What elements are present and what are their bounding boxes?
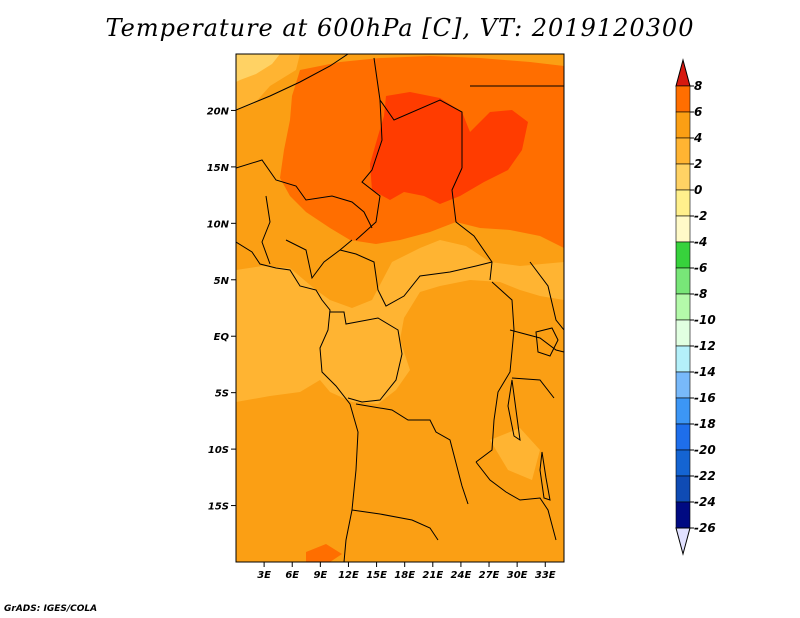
lat-tick-label: 15S <box>208 502 229 513</box>
border-congo <box>330 311 403 403</box>
colorbar-segment <box>675 293 691 321</box>
lon-tick-label: 9E <box>313 570 327 581</box>
country-borders <box>236 54 564 562</box>
contour-2-to-4-east <box>490 428 540 480</box>
border-niger-chad <box>355 99 383 241</box>
border-algeria-libya-niger <box>236 54 349 111</box>
colorbar-label: -8 <box>694 287 707 301</box>
colorbar-label: -18 <box>694 417 716 431</box>
border-nigeria <box>261 195 353 280</box>
plot-frame <box>235 53 565 563</box>
border-cameroon-car <box>339 249 493 307</box>
colorbar-label: 4 <box>693 131 702 145</box>
colorbar-segment <box>675 397 691 425</box>
colorbar-label: -24 <box>694 495 716 509</box>
colorbar-segment <box>675 371 691 399</box>
lon-tick-label: 6E <box>285 570 299 581</box>
lon-tick-label: 15E <box>366 570 387 581</box>
colorbar-segment <box>675 111 691 139</box>
colorbar-segment <box>675 241 691 269</box>
grads-credit: GrADS: IGES/COLA <box>4 604 98 614</box>
colorbar-segment <box>675 449 691 477</box>
border-zambia-malawi <box>475 461 557 541</box>
colorbar-segment <box>675 85 691 113</box>
colorbar-label: -10 <box>694 313 716 327</box>
colorbar-label: -4 <box>694 235 707 249</box>
border-libya-south <box>373 57 463 168</box>
contour-2-to-4 <box>236 240 564 404</box>
lake-tanganyika <box>507 379 521 442</box>
colorbar-segment <box>675 423 691 451</box>
map-title: Temperature at 600hPa [C], VT: 201912030… <box>105 14 695 42</box>
colorbar-segment <box>675 319 691 347</box>
colorbar-label: 8 <box>694 79 702 93</box>
colorbar: 8 6 4 2 0 -2 -4 -6 -8 -10 -12 -14 -16 -18 -20 -22 -24 -26 <box>675 58 716 556</box>
lat-tick-label: 20N <box>207 106 230 117</box>
coastline <box>236 241 359 562</box>
colorbar-segment <box>675 137 691 165</box>
lake-malawi <box>539 451 551 501</box>
colorbar-label: 0 <box>694 183 702 197</box>
lon-tick-label: 33E <box>535 570 556 581</box>
lon-tick-label: 24E <box>451 570 472 581</box>
colorbar-segment <box>675 267 691 295</box>
lat-tick-label: 10S <box>208 445 229 456</box>
lon-tick-label: 27E <box>479 570 500 581</box>
colorbar-segment <box>675 163 691 191</box>
border-east-africa <box>509 261 564 399</box>
colorbar-segment <box>675 189 691 217</box>
colorbar-label: -2 <box>694 209 707 223</box>
contour-6-to-8 <box>370 92 528 204</box>
border-chad-sudan <box>451 167 493 281</box>
colorbar-label: -14 <box>694 365 716 379</box>
contour-0-to-2 <box>236 54 280 82</box>
border-angola-zambia <box>351 509 439 541</box>
colorbar-segment <box>675 501 691 529</box>
colorbar-label: 2 <box>694 157 702 171</box>
lon-tick-label: 18E <box>394 570 415 581</box>
contour-4-to-6-south <box>306 544 342 562</box>
longitude-axis: 3E 6E 9E 12E 15E 18E 21E 24E 27E 30E 33E <box>257 562 556 581</box>
lon-tick-label: 12E <box>338 570 359 581</box>
colorbar-segment <box>675 215 691 243</box>
border-drc-east <box>475 281 515 463</box>
lat-tick-label: 5N <box>214 276 230 287</box>
lat-tick-label: 5S <box>215 389 229 400</box>
latitude-axis: 20N 15N 10N 5N EQ 5S 10S 15S <box>207 106 236 513</box>
colorbar-bottom-arrow <box>675 527 691 556</box>
lon-tick-label: 3E <box>257 570 271 581</box>
lake-victoria <box>535 327 559 357</box>
temperature-field <box>236 54 564 562</box>
colorbar-segment <box>675 475 691 503</box>
colorbar-segment <box>675 345 691 373</box>
colorbar-top-arrow <box>675 58 691 87</box>
lat-tick-label: EQ <box>214 332 230 343</box>
colorbar-label: 6 <box>694 105 702 119</box>
lat-tick-label: 15N <box>207 163 230 174</box>
colorbar-label: -26 <box>694 521 716 535</box>
lon-tick-label: 21E <box>422 570 443 581</box>
colorbar-label: -6 <box>694 261 707 275</box>
border-sahel-west <box>236 159 373 229</box>
colorbar-label: -12 <box>694 339 716 353</box>
border-drc-angola <box>355 403 469 505</box>
lat-tick-label: 10N <box>207 219 230 230</box>
colorbar-label: -16 <box>694 391 716 405</box>
colorbar-label: -22 <box>694 469 716 483</box>
lon-tick-label: 30E <box>507 570 528 581</box>
colorbar-label: -20 <box>694 443 716 457</box>
